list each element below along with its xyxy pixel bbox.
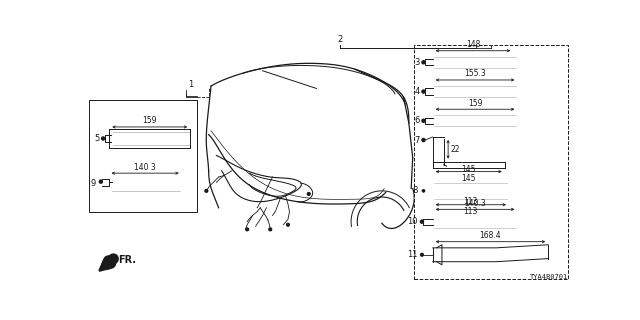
Text: 148: 148: [466, 40, 480, 49]
Text: 11: 11: [407, 250, 417, 259]
Circle shape: [422, 139, 425, 141]
Text: 145: 145: [461, 165, 476, 174]
Text: 8: 8: [412, 186, 417, 195]
Circle shape: [420, 253, 423, 256]
Circle shape: [420, 187, 428, 195]
Text: 140 3: 140 3: [134, 163, 156, 172]
Circle shape: [287, 223, 289, 226]
Text: 159: 159: [468, 99, 483, 108]
Text: TYA4B0701: TYA4B0701: [530, 274, 568, 280]
Circle shape: [422, 190, 424, 192]
Text: 2: 2: [337, 35, 342, 44]
Bar: [433, 137, 444, 162]
Text: 155.3: 155.3: [464, 69, 486, 78]
Circle shape: [422, 119, 425, 122]
Bar: [109, 175, 182, 194]
Text: 3: 3: [414, 58, 420, 67]
Circle shape: [422, 90, 425, 93]
Text: 22: 22: [451, 145, 460, 154]
Circle shape: [421, 188, 426, 193]
Circle shape: [422, 61, 425, 64]
Circle shape: [420, 220, 424, 223]
Text: 10: 10: [407, 217, 417, 226]
Text: 5: 5: [95, 134, 100, 143]
Text: 4: 4: [414, 87, 420, 96]
Circle shape: [99, 180, 102, 183]
Text: FR.: FR.: [118, 255, 136, 265]
Bar: [433, 162, 505, 168]
Text: 113: 113: [463, 207, 478, 216]
Circle shape: [307, 193, 310, 195]
Text: 159: 159: [143, 116, 157, 125]
Text: 113: 113: [463, 197, 478, 206]
Text: 145: 145: [461, 174, 476, 183]
Circle shape: [102, 137, 105, 140]
Bar: [433, 212, 517, 231]
Text: 7: 7: [414, 136, 420, 145]
Bar: [90, 100, 197, 212]
Text: 1: 1: [188, 80, 193, 89]
Bar: [433, 180, 509, 202]
Text: 140.3: 140.3: [464, 199, 486, 208]
Bar: [109, 129, 190, 148]
Circle shape: [246, 228, 248, 231]
Circle shape: [269, 228, 271, 231]
Text: 9: 9: [91, 179, 96, 188]
Bar: [433, 112, 517, 129]
Bar: [414, 45, 568, 279]
Bar: [433, 83, 517, 100]
Bar: [433, 54, 517, 71]
Circle shape: [205, 189, 208, 192]
Text: 6: 6: [414, 116, 420, 125]
Text: 168.4: 168.4: [479, 231, 501, 240]
